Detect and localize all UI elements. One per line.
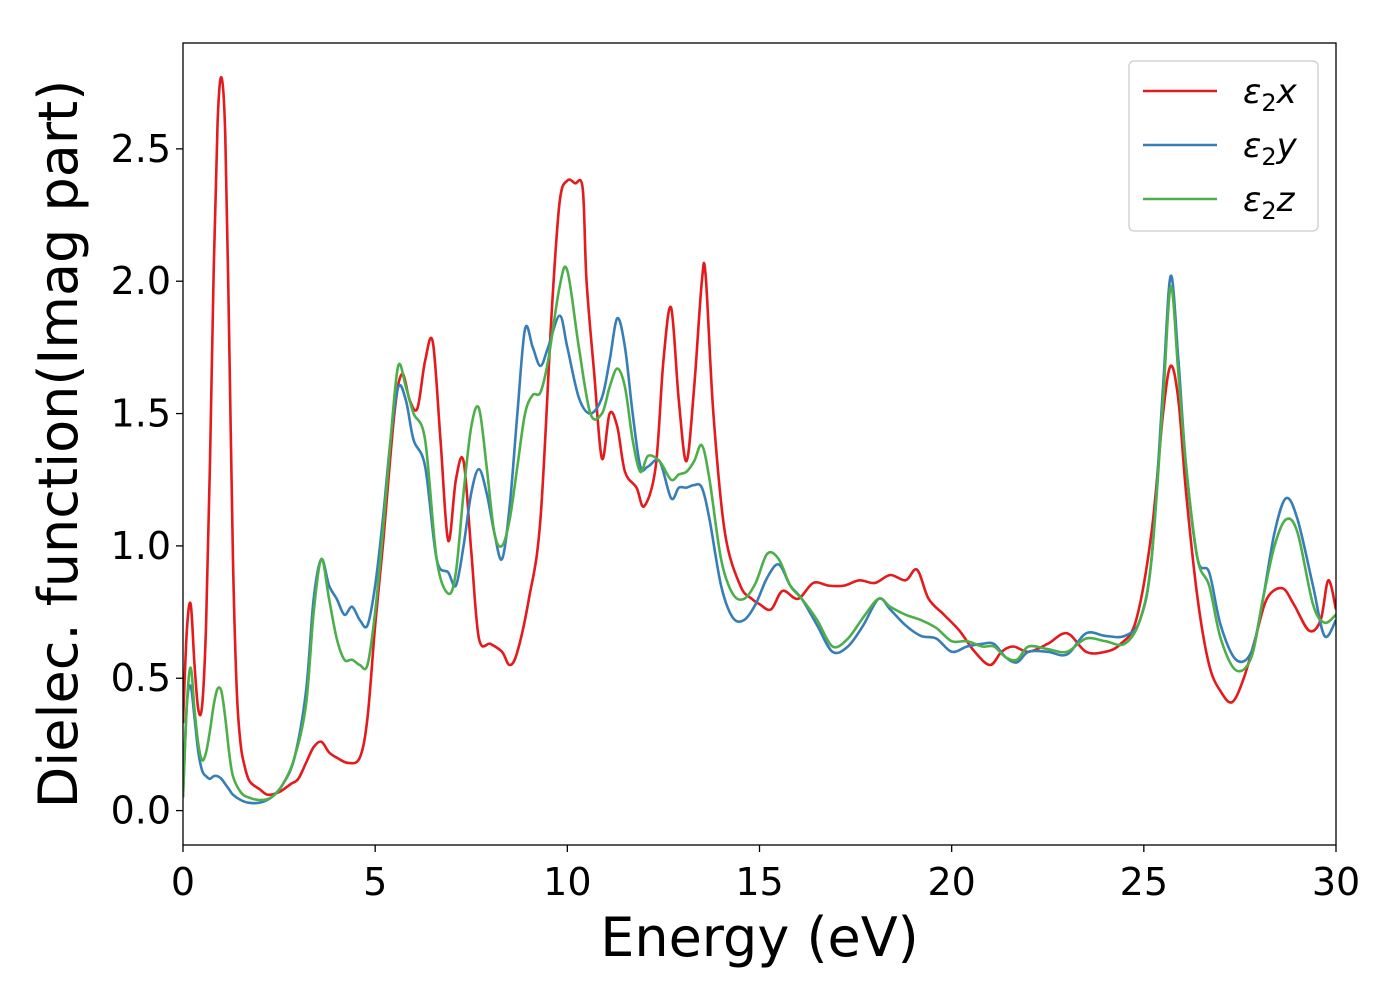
y-axis-label: Dielec. function(Imag part) [27, 80, 90, 809]
legend-label-x: ε2x [1243, 72, 1298, 117]
legend: ε2x ε2y ε2z [1128, 60, 1319, 232]
legend-label-y: ε2y [1243, 126, 1298, 171]
x-tick-label: 5 [363, 860, 387, 904]
y-tick-label: 0.0 [111, 789, 171, 833]
y-tick-label: 1.5 [111, 392, 171, 436]
x-axis-label: Energy (eV) [600, 906, 919, 969]
series-line-x [183, 76, 1336, 797]
x-tick-label: 20 [927, 860, 975, 904]
x-tick-label: 10 [543, 860, 591, 904]
legend-box [1128, 60, 1319, 232]
x-tick-label: 30 [1312, 860, 1360, 904]
y-tick-label: 1.0 [111, 524, 171, 568]
y-tick-label: 0.5 [111, 656, 171, 700]
series-group [183, 76, 1336, 805]
y-axis-ticks: 0.0 0.5 1.0 1.5 2.0 2.5 [111, 127, 183, 833]
legend-label-z: ε2z [1243, 180, 1296, 225]
x-tick-label: 15 [735, 860, 783, 904]
x-axis-ticks: 0 5 10 15 20 25 30 [171, 845, 1360, 904]
y-tick-label: 2.5 [111, 127, 171, 171]
x-tick-label: 25 [1120, 860, 1168, 904]
x-tick-label: 0 [171, 860, 195, 904]
y-tick-label: 2.0 [111, 259, 171, 303]
series-line-z [183, 265, 1336, 802]
